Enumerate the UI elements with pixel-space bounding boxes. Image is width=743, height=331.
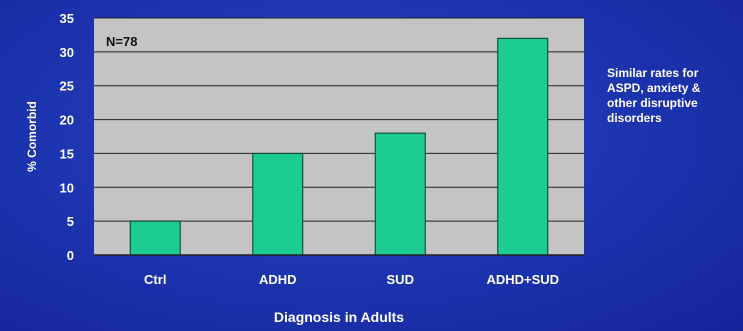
x-tick-label: ADHD	[259, 272, 297, 287]
y-tick-label: 10	[60, 180, 74, 195]
side-note-line: other disruptive	[607, 96, 698, 110]
bar-adhd	[252, 152, 304, 256]
x-axis-label: Diagnosis in Adults	[274, 309, 404, 325]
bar-adhd-sud	[497, 37, 549, 256]
x-tick-label: Ctrl	[144, 272, 166, 287]
side-note-line: disorders	[607, 111, 662, 125]
y-axis-label: % Comorbid	[25, 101, 39, 172]
y-tick-label: 35	[60, 11, 74, 26]
bar-sud	[374, 132, 426, 256]
y-tick-label: 25	[60, 79, 74, 94]
y-tick-label: 5	[67, 214, 74, 229]
side-note-line: ASPD, anxiety &	[607, 81, 701, 95]
y-tick-label: 0	[67, 248, 74, 263]
x-tick-label: ADHD+SUD	[486, 272, 559, 287]
side-note-line: Similar rates for	[607, 66, 699, 80]
bar-ctrl	[129, 220, 181, 256]
y-tick-label: 20	[60, 113, 74, 128]
y-tick-label: 15	[60, 146, 74, 161]
x-tick-labels: Ctrl ADHD SUD ADHD+SUD	[144, 272, 559, 287]
side-note: Similar rates for ASPD, anxiety & other …	[607, 66, 741, 126]
y-tick-label: 30	[60, 45, 74, 60]
y-tick-labels: 0 5 10 15 20 25 30 35	[60, 11, 74, 263]
sample-size-annotation: N=78	[106, 34, 137, 49]
x-tick-label: SUD	[387, 272, 414, 287]
